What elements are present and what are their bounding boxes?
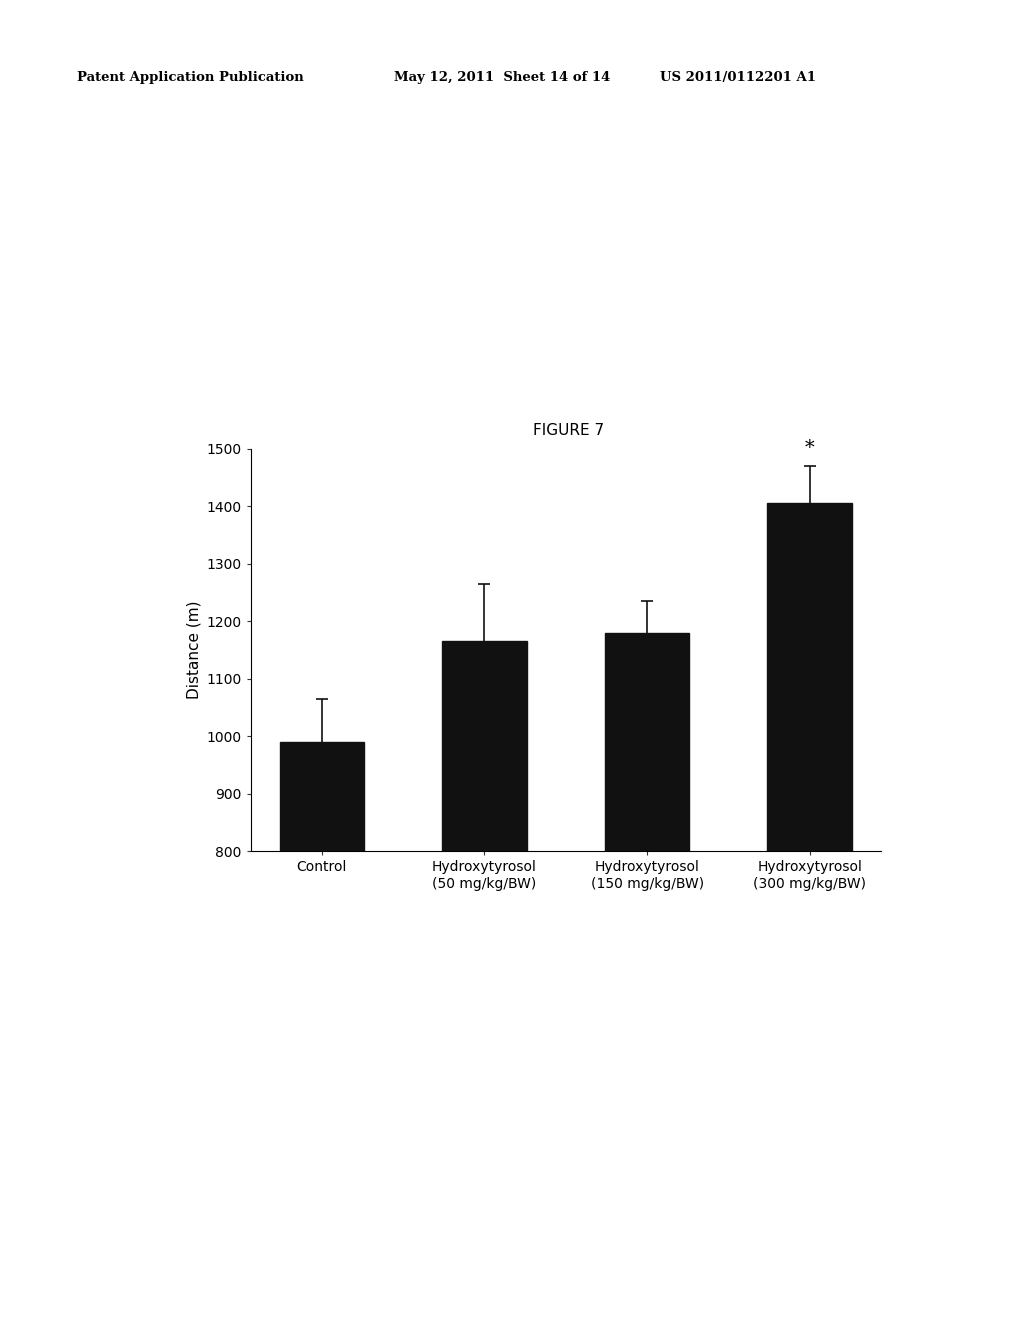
Text: Patent Application Publication: Patent Application Publication <box>77 71 303 84</box>
Bar <box>605 632 689 851</box>
Bar <box>442 642 526 851</box>
Y-axis label: Distance (m): Distance (m) <box>186 601 201 700</box>
Bar <box>280 742 365 851</box>
Text: US 2011/0112201 A1: US 2011/0112201 A1 <box>660 71 816 84</box>
Text: FIGURE 7: FIGURE 7 <box>532 424 604 438</box>
Bar <box>767 503 852 851</box>
Text: *: * <box>805 440 814 458</box>
Text: May 12, 2011  Sheet 14 of 14: May 12, 2011 Sheet 14 of 14 <box>394 71 610 84</box>
